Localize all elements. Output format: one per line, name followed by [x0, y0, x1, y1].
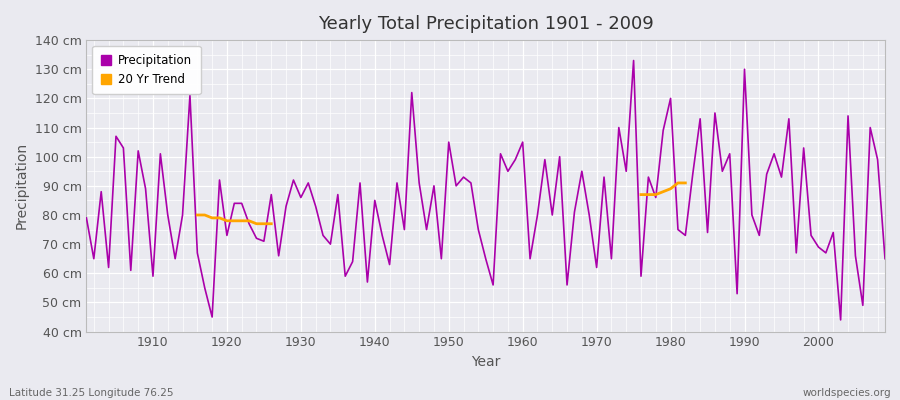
Y-axis label: Precipitation: Precipitation: [15, 142, 29, 230]
Text: Latitude 31.25 Longitude 76.25: Latitude 31.25 Longitude 76.25: [9, 388, 174, 398]
Legend: Precipitation, 20 Yr Trend: Precipitation, 20 Yr Trend: [93, 46, 201, 94]
Title: Yearly Total Precipitation 1901 - 2009: Yearly Total Precipitation 1901 - 2009: [318, 15, 653, 33]
Text: worldspecies.org: worldspecies.org: [803, 388, 891, 398]
X-axis label: Year: Year: [471, 355, 500, 369]
